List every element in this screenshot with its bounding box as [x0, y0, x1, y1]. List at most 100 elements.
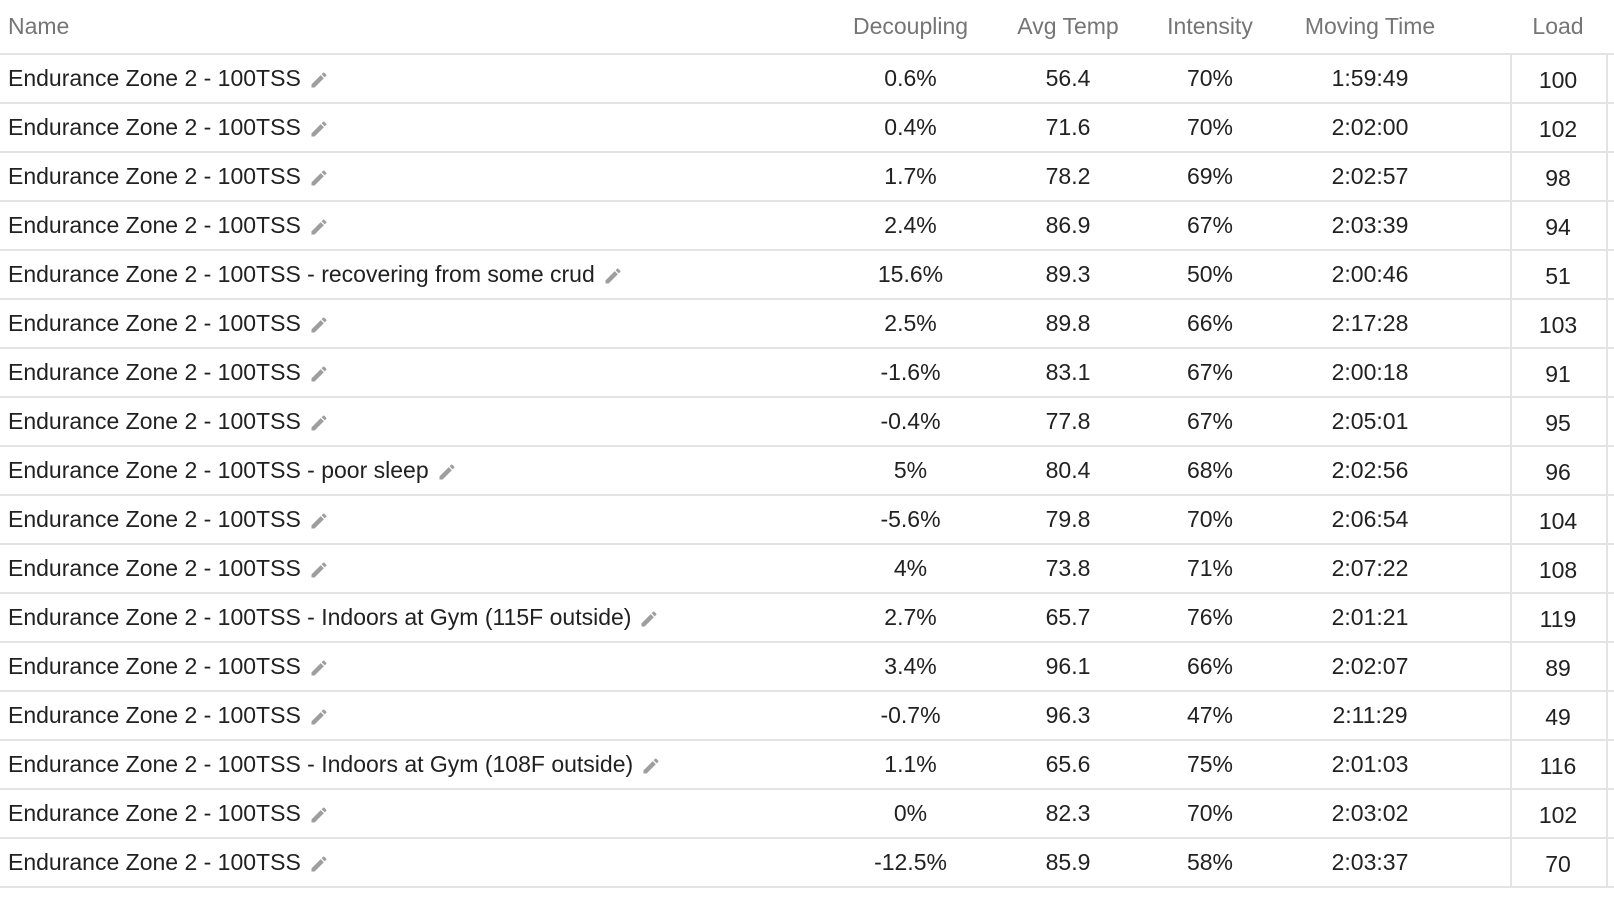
avg-temp-cell: 89.8 — [1045, 310, 1091, 336]
activity-name[interactable]: Endurance Zone 2 - 100TSS — [8, 163, 301, 189]
avg-temp-cell: 96.3 — [1045, 702, 1091, 728]
table-row[interactable]: Endurance Zone 2 - 100TSS -0.4% 77.8 67% 2:0… — [0, 398, 1614, 447]
pencil-edit-icon[interactable] — [309, 315, 331, 337]
load-cell: 108 — [1538, 557, 1578, 583]
pencil-edit-icon[interactable] — [309, 168, 331, 190]
column-divider — [1606, 300, 1608, 347]
table-row[interactable]: Endurance Zone 2 - 100TSS -0.7% 96.3 47% 2:1… — [0, 692, 1614, 741]
pencil-edit-icon[interactable] — [309, 70, 331, 92]
decoupling-cell: 15.6% — [877, 261, 944, 287]
activity-name[interactable]: Endurance Zone 2 - 100TSS — [8, 408, 301, 434]
pencil-edit-icon[interactable] — [309, 658, 331, 680]
table-row[interactable]: Endurance Zone 2 - 100TSS 4% 73.8 71% 2:07:2… — [0, 545, 1614, 594]
pencil-edit-icon[interactable] — [603, 266, 625, 288]
column-divider — [1510, 643, 1512, 690]
activity-name[interactable]: Endurance Zone 2 - 100TSS - Indoors at G… — [8, 604, 632, 630]
intensity-cell: 67% — [1186, 359, 1234, 385]
column-divider — [1606, 153, 1608, 200]
column-header-decoupling[interactable]: Decoupling — [852, 13, 969, 39]
table-row[interactable]: Endurance Zone 2 - 100TSS -5.6% 79.8 70% 2:0… — [0, 496, 1614, 545]
activity-name-cell[interactable]: Endurance Zone 2 - 100TSS — [8, 692, 828, 739]
activity-name-cell[interactable]: Endurance Zone 2 - 100TSS - poor sleep — [8, 447, 828, 494]
activity-name[interactable]: Endurance Zone 2 - 100TSS — [8, 849, 301, 875]
pencil-edit-icon[interactable] — [309, 364, 331, 386]
table-row[interactable]: Endurance Zone 2 - 100TSS - recovering f… — [0, 251, 1614, 300]
column-divider — [1510, 153, 1512, 200]
activity-name[interactable]: Endurance Zone 2 - 100TSS — [8, 555, 301, 581]
activity-name[interactable]: Endurance Zone 2 - 100TSS — [8, 506, 301, 532]
activity-name-cell[interactable]: Endurance Zone 2 - 100TSS - Indoors at G… — [8, 594, 828, 641]
activity-name-cell[interactable]: Endurance Zone 2 - 100TSS — [8, 153, 828, 200]
activity-name[interactable]: Endurance Zone 2 - 100TSS — [8, 359, 301, 385]
activity-name-cell[interactable]: Endurance Zone 2 - 100TSS — [8, 55, 828, 102]
table-row[interactable]: Endurance Zone 2 - 100TSS -1.6% 83.1 67% 2:0… — [0, 349, 1614, 398]
column-header-moving-time[interactable]: Moving Time — [1304, 13, 1436, 39]
column-header-intensity[interactable]: Intensity — [1167, 13, 1253, 39]
activity-name-cell[interactable]: Endurance Zone 2 - 100TSS — [8, 790, 828, 837]
activity-name-cell[interactable]: Endurance Zone 2 - 100TSS - Indoors at G… — [8, 741, 828, 788]
column-divider — [1606, 741, 1608, 788]
pencil-edit-icon[interactable] — [309, 511, 331, 533]
moving-time-cell: 2:11:29 — [1332, 702, 1408, 728]
table-row[interactable]: Endurance Zone 2 - 100TSS 0.6% 56.4 70% 1:59… — [0, 55, 1614, 104]
pencil-edit-icon[interactable] — [641, 756, 663, 778]
activity-name[interactable]: Endurance Zone 2 - 100TSS — [8, 114, 301, 140]
table-row[interactable]: Endurance Zone 2 - 100TSS 2.5% 89.8 66% 2:17… — [0, 300, 1614, 349]
column-divider — [1510, 545, 1512, 592]
column-divider — [1606, 790, 1608, 837]
column-divider — [1510, 349, 1512, 396]
avg-temp-cell: 89.3 — [1045, 261, 1091, 287]
activity-name-cell[interactable]: Endurance Zone 2 - 100TSS — [8, 643, 828, 690]
table-row[interactable]: Endurance Zone 2 - 100TSS - Indoors at G… — [0, 741, 1614, 790]
activity-name-cell[interactable]: Endurance Zone 2 - 100TSS — [8, 839, 828, 886]
table-row[interactable]: Endurance Zone 2 - 100TSS -12.5% 85.9 58% 2:… — [0, 839, 1614, 888]
moving-time-cell: 2:17:28 — [1331, 310, 1409, 336]
activity-name-cell[interactable]: Endurance Zone 2 - 100TSS — [8, 202, 828, 249]
pencil-edit-icon[interactable] — [309, 119, 331, 141]
column-header-name[interactable]: Name — [8, 13, 70, 39]
load-cell: 103 — [1538, 312, 1578, 338]
avg-temp-cell: 77.8 — [1045, 408, 1091, 434]
column-header-load[interactable]: Load — [1532, 13, 1584, 39]
table-row[interactable]: Endurance Zone 2 - 100TSS 1.7% 78.2 69% 2:02… — [0, 153, 1614, 202]
table-row[interactable]: Endurance Zone 2 - 100TSS 0% 82.3 70% 2:03:0… — [0, 790, 1614, 839]
intensity-cell: 66% — [1186, 653, 1234, 679]
pencil-edit-icon[interactable] — [309, 560, 331, 582]
activity-name-cell[interactable]: Endurance Zone 2 - 100TSS — [8, 496, 828, 543]
pencil-edit-icon[interactable] — [639, 609, 661, 631]
activity-name[interactable]: Endurance Zone 2 - 100TSS - Indoors at G… — [8, 751, 634, 777]
activity-name[interactable]: Endurance Zone 2 - 100TSS — [8, 800, 301, 826]
table-row[interactable]: Endurance Zone 2 - 100TSS - poor sleep 5%… — [0, 447, 1614, 496]
activity-name[interactable]: Endurance Zone 2 - 100TSS — [8, 65, 301, 91]
table-row[interactable]: Endurance Zone 2 - 100TSS 3.4% 96.1 66% 2:02… — [0, 643, 1614, 692]
pencil-edit-icon[interactable] — [309, 707, 331, 729]
pencil-edit-icon[interactable] — [309, 854, 331, 876]
table-row[interactable]: Endurance Zone 2 - 100TSS 0.4% 71.6 70% 2:02… — [0, 104, 1614, 153]
activity-name-cell[interactable]: Endurance Zone 2 - 100TSS - recovering f… — [8, 251, 828, 298]
activity-name[interactable]: Endurance Zone 2 - 100TSS — [8, 310, 301, 336]
avg-temp-cell: 86.9 — [1045, 212, 1091, 238]
activity-name[interactable]: Endurance Zone 2 - 100TSS — [8, 212, 301, 238]
pencil-edit-icon[interactable] — [309, 805, 331, 827]
activity-name-cell[interactable]: Endurance Zone 2 - 100TSS — [8, 104, 828, 151]
table-row[interactable]: Endurance Zone 2 - 100TSS - Indoors at G… — [0, 594, 1614, 643]
intensity-cell: 70% — [1186, 65, 1234, 91]
activity-name-cell[interactable]: Endurance Zone 2 - 100TSS — [8, 398, 828, 445]
activity-name[interactable]: Endurance Zone 2 - 100TSS - recovering f… — [8, 261, 595, 287]
activity-name-cell[interactable]: Endurance Zone 2 - 100TSS — [8, 349, 828, 396]
load-cell: 96 — [1545, 459, 1571, 485]
activity-name[interactable]: Endurance Zone 2 - 100TSS — [8, 702, 301, 728]
intensity-cell: 66% — [1186, 310, 1234, 336]
column-header-avg-temp[interactable]: Avg Temp — [1017, 13, 1119, 39]
pencil-edit-icon[interactable] — [309, 217, 331, 239]
pencil-edit-icon[interactable] — [437, 462, 459, 484]
activity-name[interactable]: Endurance Zone 2 - 100TSS - poor sleep — [8, 457, 429, 483]
intensity-cell: 50% — [1186, 261, 1234, 287]
activity-name[interactable]: Endurance Zone 2 - 100TSS — [8, 653, 301, 679]
moving-time-cell: 2:03:39 — [1331, 212, 1409, 238]
pencil-edit-icon[interactable] — [309, 413, 331, 435]
activity-name-cell[interactable]: Endurance Zone 2 - 100TSS — [8, 300, 828, 347]
load-cell: 104 — [1538, 508, 1578, 534]
activity-name-cell[interactable]: Endurance Zone 2 - 100TSS — [8, 545, 828, 592]
table-row[interactable]: Endurance Zone 2 - 100TSS 2.4% 86.9 67% 2:03… — [0, 202, 1614, 251]
